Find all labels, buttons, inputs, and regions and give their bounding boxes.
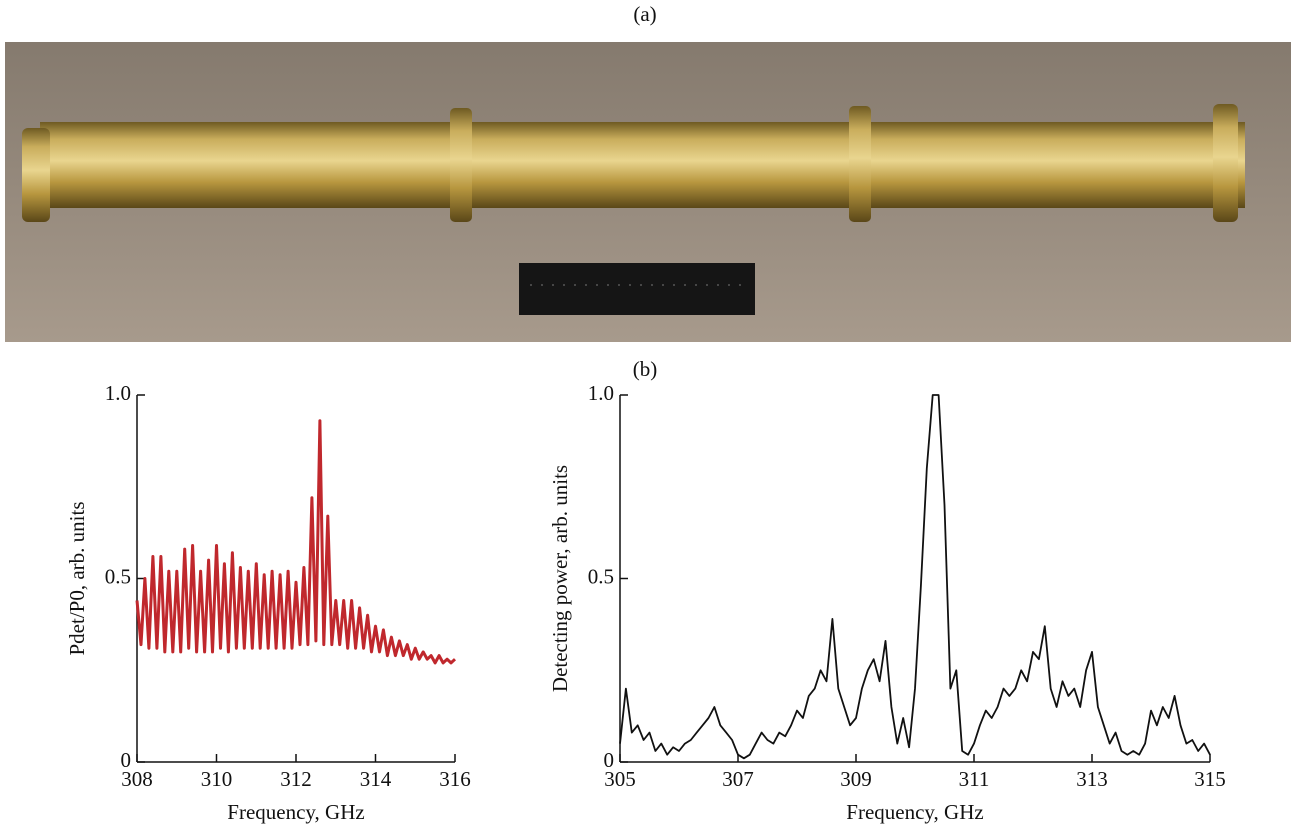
x-tick-label: 311 [959, 767, 990, 791]
x-tick-label: 309 [840, 767, 872, 791]
panel-label: (a) [633, 2, 656, 26]
y-axis-label: Detecting power, arb. units [548, 465, 572, 692]
x-tick-label: 316 [439, 767, 471, 791]
panel-label: (b) [633, 357, 658, 381]
x-tick-label: 314 [360, 767, 392, 791]
data-line [135, 419, 457, 665]
y-tick-label: 0 [121, 748, 132, 772]
y-tick-label: 0 [604, 748, 615, 772]
x-axis-label: Frequency, GHz [227, 800, 364, 824]
x-tick-label: 313 [1076, 767, 1108, 791]
x-tick-label: 307 [722, 767, 754, 791]
x-axis-label: Frequency, GHz [846, 800, 983, 824]
y-tick-label: 0.5 [105, 564, 131, 588]
y-tick-label: 1.0 [105, 381, 131, 405]
y-tick-label: 0.5 [588, 564, 614, 588]
x-tick-label: 315 [1194, 767, 1226, 791]
y-axis-label: Pdet/P0, arb. units [65, 501, 89, 655]
data-line [619, 394, 1211, 760]
x-tick-label: 308 [121, 767, 153, 791]
x-tick-label: 305 [604, 767, 636, 791]
x-tick-label: 310 [201, 767, 233, 791]
x-tick-label: 312 [280, 767, 312, 791]
y-tick-label: 1.0 [588, 381, 614, 405]
photo [5, 42, 1291, 342]
